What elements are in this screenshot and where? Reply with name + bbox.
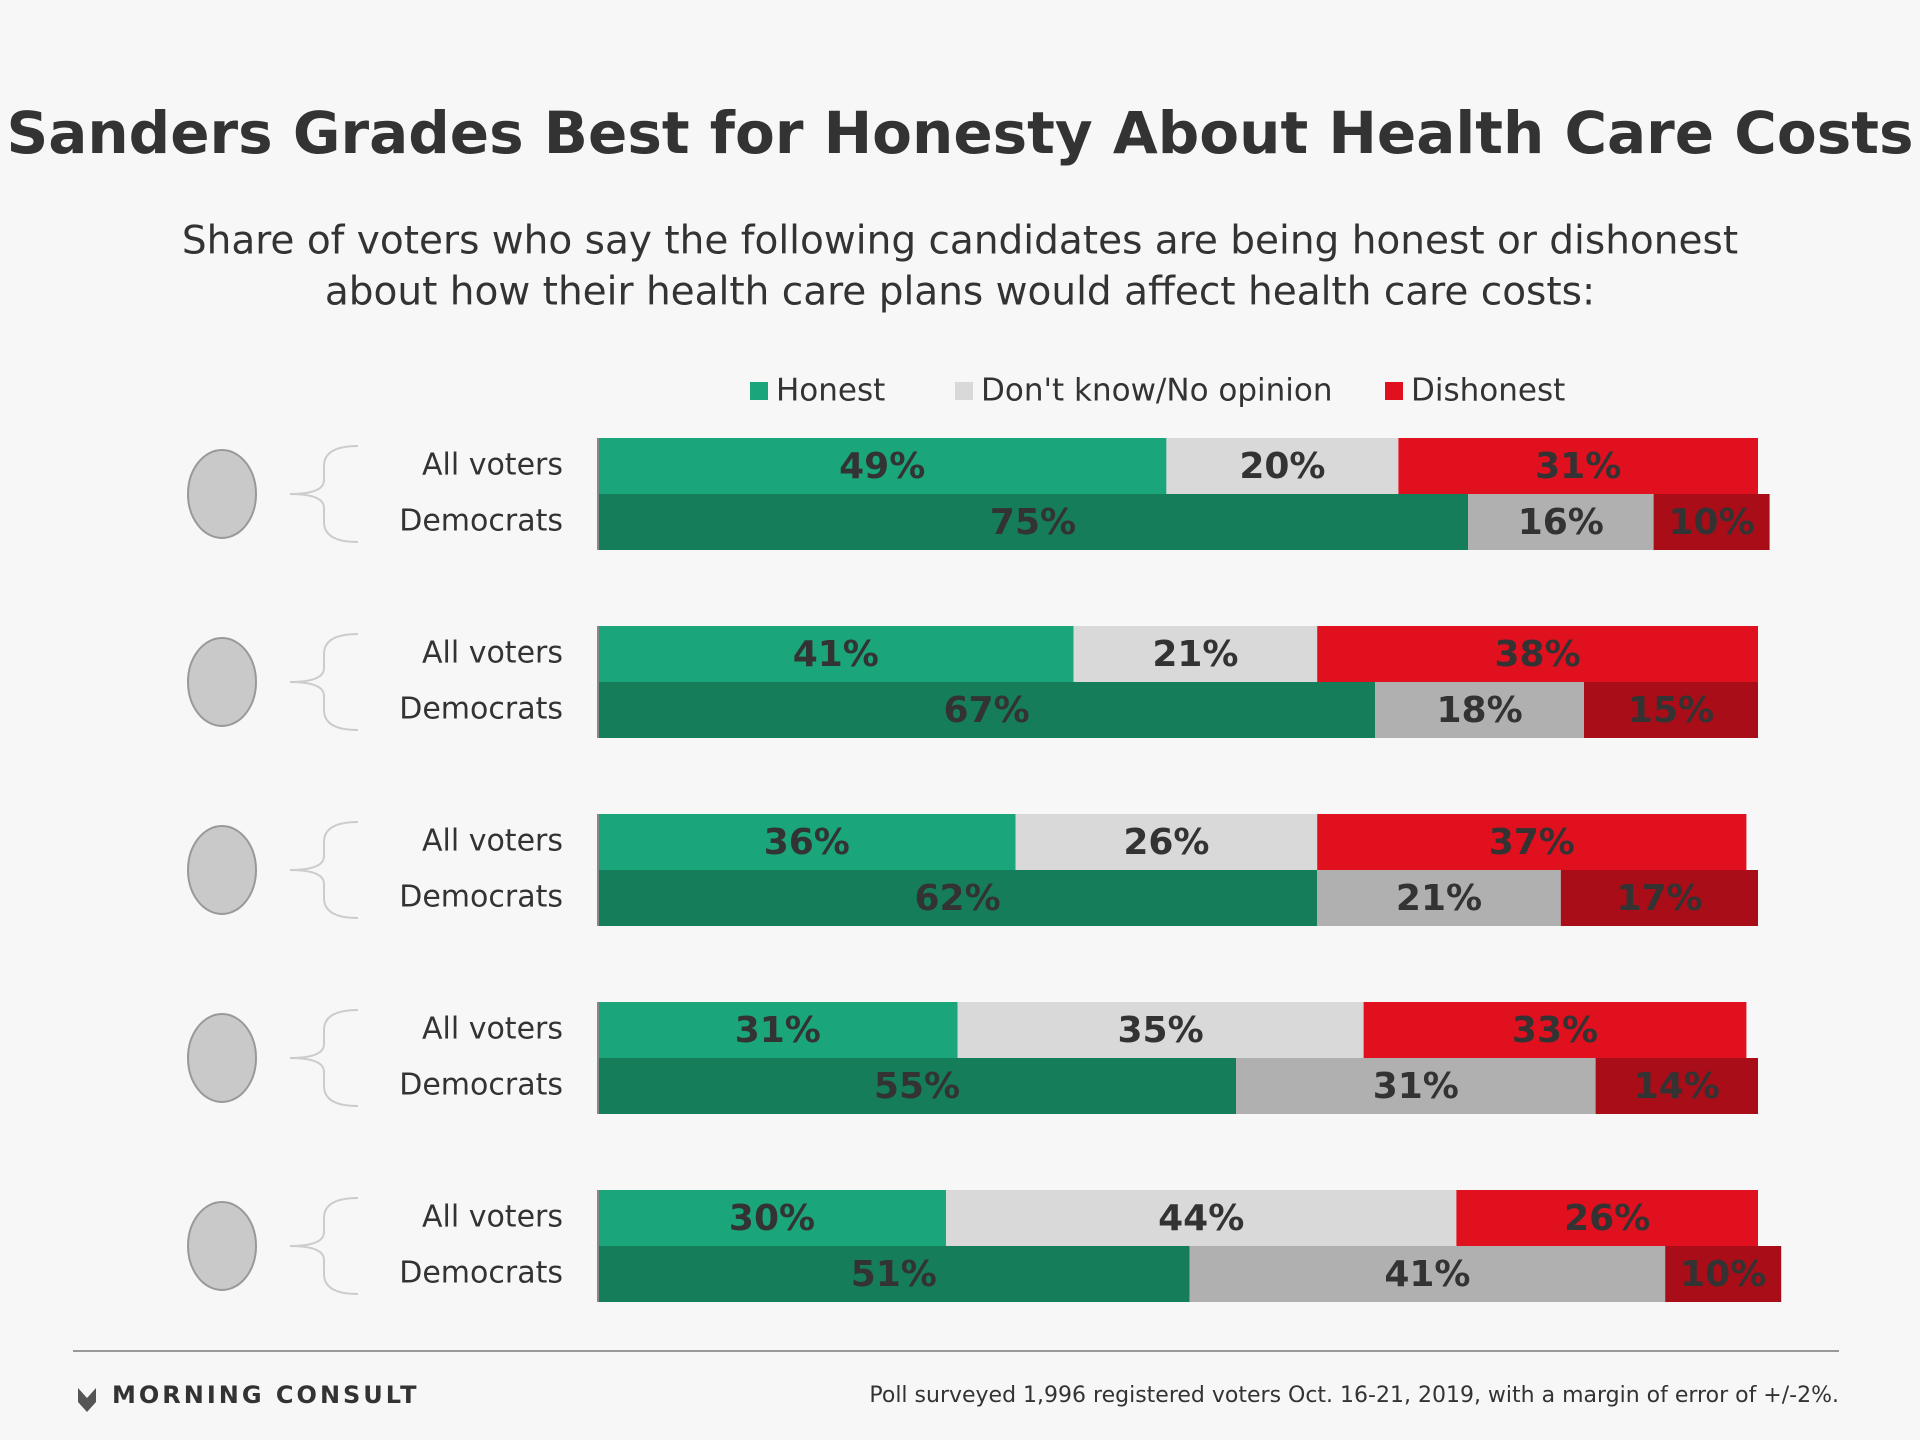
value-label: 21%	[1396, 878, 1482, 919]
candidate-photo	[187, 1013, 257, 1103]
value-label: 75%	[990, 502, 1076, 543]
bar-segment	[1363, 1002, 1747, 1058]
bar-segment	[1595, 1058, 1758, 1114]
value-label: 26%	[1123, 822, 1209, 863]
bar-segment	[598, 626, 1074, 682]
value-label: 55%	[874, 1066, 960, 1107]
footnote: Poll surveyed 1,996 registered voters Oc…	[869, 1383, 1839, 1408]
bar-segment	[1015, 814, 1318, 870]
value-label: 62%	[915, 878, 1001, 919]
bar-segment	[957, 1002, 1364, 1058]
row-label: Democrats	[399, 1068, 563, 1103]
row-label: Democrats	[399, 692, 563, 727]
bar-segment	[1317, 870, 1561, 926]
value-label: 35%	[1118, 1010, 1204, 1051]
row-label: All voters	[422, 448, 563, 483]
brace	[289, 445, 359, 543]
bar-segment	[598, 870, 1318, 926]
value-label: 31%	[735, 1010, 821, 1051]
value-label: 18%	[1437, 690, 1523, 731]
bar-segment	[1236, 1058, 1596, 1114]
bar-segment	[1468, 494, 1654, 550]
bar-segment	[1665, 1246, 1782, 1302]
legend-label: Honest	[776, 373, 885, 409]
bar-segment	[1375, 682, 1584, 738]
value-label: 41%	[793, 634, 879, 675]
value-label: 41%	[1384, 1254, 1470, 1295]
legend-swatch	[955, 382, 973, 400]
bar-segment	[1584, 682, 1758, 738]
bar-segment	[1456, 1190, 1758, 1246]
brace	[289, 1009, 359, 1107]
value-label: 49%	[839, 446, 925, 487]
bar-segment	[1317, 626, 1758, 682]
bar-segment	[598, 494, 1468, 550]
subtitle: Share of voters who say the following ca…	[182, 219, 1738, 264]
brace	[289, 633, 359, 731]
brace	[289, 1197, 359, 1295]
bar-segment	[598, 682, 1376, 738]
logo-mark	[78, 1388, 96, 1412]
row-label: Democrats	[399, 880, 563, 915]
value-label: 26%	[1564, 1198, 1650, 1239]
value-label: 33%	[1512, 1010, 1598, 1051]
bar-segment	[598, 1246, 1190, 1302]
value-label: 37%	[1489, 822, 1575, 863]
bar-segment	[1560, 870, 1758, 926]
value-label: 31%	[1373, 1066, 1459, 1107]
legend-label: Don't know/No opinion	[981, 373, 1333, 409]
value-label: 16%	[1518, 502, 1604, 543]
candidate-photo	[187, 825, 257, 915]
value-label: 44%	[1158, 1198, 1244, 1239]
value-label: 67%	[944, 690, 1030, 731]
legend-swatch	[1385, 382, 1403, 400]
value-label: 51%	[851, 1254, 937, 1295]
value-label: 20%	[1239, 446, 1325, 487]
bar-segment	[1398, 438, 1758, 494]
bar-segment	[1166, 438, 1399, 494]
row-label: All voters	[422, 824, 563, 859]
candidate-photo	[187, 637, 257, 727]
bar-segment	[1653, 494, 1770, 550]
row-label: All voters	[422, 636, 563, 671]
bar-segment	[1317, 814, 1747, 870]
value-label: 21%	[1152, 634, 1238, 675]
brace	[289, 821, 359, 919]
legend-swatch	[750, 382, 768, 400]
bar-segment	[946, 1190, 1457, 1246]
value-label: 14%	[1634, 1066, 1720, 1107]
value-label: 10%	[1669, 502, 1755, 543]
bar-segment	[598, 1190, 946, 1246]
row-label: All voters	[422, 1012, 563, 1047]
value-label: 38%	[1495, 634, 1581, 675]
value-label: 15%	[1628, 690, 1714, 731]
bar-segment	[598, 438, 1167, 494]
bar-segment	[1189, 1246, 1666, 1302]
bar-segment	[598, 814, 1016, 870]
brand: MORNING CONSULT	[112, 1381, 420, 1409]
bar-segment	[598, 1058, 1236, 1114]
bar-segment	[1073, 626, 1318, 682]
value-label: 36%	[764, 822, 850, 863]
value-label: 30%	[729, 1198, 815, 1239]
legend-label: Dishonest	[1411, 373, 1565, 409]
subtitle: about how their health care plans would …	[325, 270, 1595, 315]
row-label: Democrats	[399, 504, 563, 539]
candidate-photo	[187, 449, 257, 539]
bar-segment	[598, 1002, 958, 1058]
chart-title: Sanders Grades Best for Honesty About He…	[6, 99, 1913, 167]
value-label: 10%	[1680, 1254, 1766, 1295]
candidate-photo	[187, 1201, 257, 1291]
value-label: 31%	[1535, 446, 1621, 487]
value-label: 17%	[1616, 878, 1702, 919]
row-label: Democrats	[399, 1256, 563, 1291]
row-label: All voters	[422, 1200, 563, 1235]
